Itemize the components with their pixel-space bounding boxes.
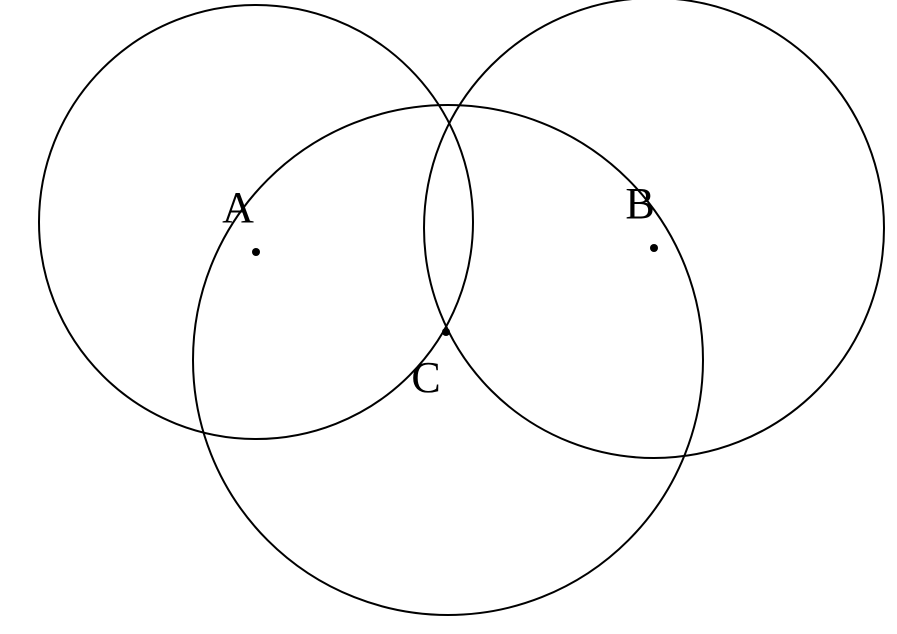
dots-layer bbox=[252, 244, 658, 336]
center-dot-c bbox=[442, 328, 450, 336]
label-a: A bbox=[222, 183, 254, 232]
label-c: C bbox=[411, 353, 440, 402]
circle-a bbox=[39, 5, 473, 439]
venn-diagram: A B C bbox=[0, 0, 897, 634]
circle-b bbox=[424, 0, 884, 458]
label-b: B bbox=[625, 179, 654, 228]
center-dot-a bbox=[252, 248, 260, 256]
labels-layer: A B C bbox=[222, 179, 655, 402]
center-dot-b bbox=[650, 244, 658, 252]
circles-layer bbox=[39, 0, 884, 615]
